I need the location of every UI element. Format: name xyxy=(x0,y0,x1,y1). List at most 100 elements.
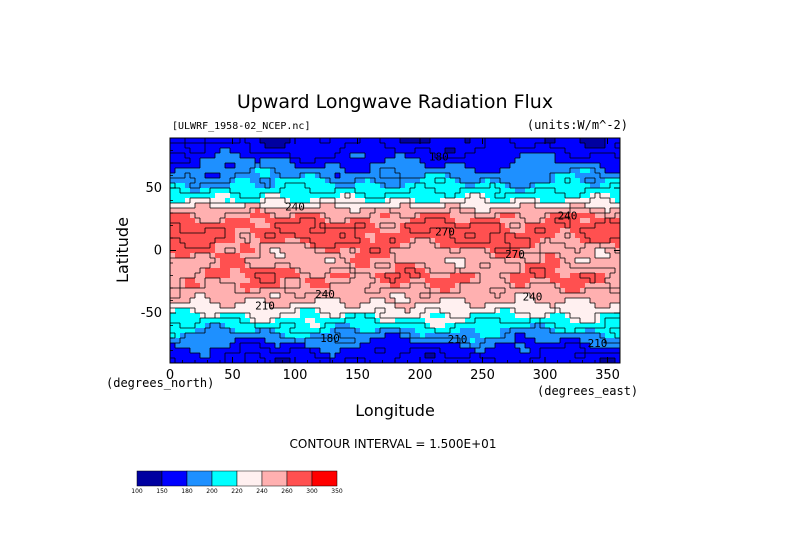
heatmap-cell xyxy=(375,173,381,179)
heatmap-cell xyxy=(170,193,176,199)
heatmap-cell xyxy=(570,313,576,319)
heatmap-cell xyxy=(230,163,236,169)
heatmap-cell xyxy=(400,198,406,204)
heatmap-cell xyxy=(290,303,296,309)
heatmap-cell xyxy=(425,218,431,224)
heatmap-cell xyxy=(225,238,231,244)
heatmap-cell xyxy=(485,333,491,339)
heatmap-cell xyxy=(385,293,391,299)
heatmap-cell xyxy=(505,308,511,314)
heatmap-cell xyxy=(555,203,561,209)
heatmap-cell xyxy=(395,208,401,214)
heatmap-cell xyxy=(540,353,546,359)
heatmap-cell xyxy=(460,288,466,294)
heatmap-cell xyxy=(500,198,506,204)
heatmap-cell xyxy=(570,353,576,359)
heatmap-cell xyxy=(455,228,461,234)
heatmap-cell xyxy=(285,183,291,189)
heatmap-cell xyxy=(325,153,331,159)
heatmap-cell xyxy=(175,238,181,244)
heatmap-cell xyxy=(470,288,476,294)
heatmap-cell xyxy=(180,318,186,324)
heatmap-cell xyxy=(335,348,341,354)
heatmap-cell xyxy=(270,278,276,284)
heatmap-cell xyxy=(235,158,241,164)
heatmap-cell xyxy=(375,258,381,264)
heatmap-cell xyxy=(590,298,596,304)
heatmap-cell xyxy=(595,148,601,154)
heatmap-cell xyxy=(510,143,516,149)
heatmap-cell xyxy=(240,183,246,189)
heatmap-cell xyxy=(180,298,186,304)
heatmap-cell xyxy=(480,298,486,304)
heatmap-cell xyxy=(305,313,311,319)
heatmap-cell xyxy=(470,163,476,169)
heatmap-cell xyxy=(255,138,261,144)
heatmap-cell xyxy=(215,328,221,334)
heatmap-cell xyxy=(260,203,266,209)
heatmap-cell xyxy=(530,193,536,199)
heatmap-cell xyxy=(455,138,461,144)
heatmap-cell xyxy=(505,153,511,159)
heatmap-cell xyxy=(370,143,376,149)
heatmap-cell xyxy=(240,263,246,269)
heatmap-cell xyxy=(555,208,561,214)
heatmap-cell xyxy=(240,208,246,214)
heatmap-cell xyxy=(350,333,356,339)
heatmap-cell xyxy=(610,188,616,194)
heatmap-cell xyxy=(600,178,606,184)
heatmap-cell xyxy=(470,148,476,154)
heatmap-cell xyxy=(200,198,206,204)
heatmap-cell xyxy=(265,228,271,234)
heatmap-cell xyxy=(455,213,461,219)
heatmap-cell xyxy=(275,208,281,214)
heatmap-cell xyxy=(345,258,351,264)
heatmap-cell xyxy=(290,283,296,289)
heatmap-cell xyxy=(535,278,541,284)
heatmap-cell xyxy=(325,183,331,189)
heatmap-cell xyxy=(605,208,611,214)
heatmap-cell xyxy=(230,213,236,219)
heatmap-cell xyxy=(525,288,531,294)
heatmap-cell xyxy=(595,333,601,339)
heatmap-cell xyxy=(365,158,371,164)
heatmap-cell xyxy=(505,298,511,304)
heatmap-cell xyxy=(395,273,401,279)
heatmap-cell xyxy=(500,283,506,289)
heatmap-cell xyxy=(550,233,556,239)
heatmap-cell xyxy=(330,153,336,159)
heatmap-cell xyxy=(370,273,376,279)
heatmap-cell xyxy=(575,208,581,214)
heatmap-cell xyxy=(575,343,581,349)
heatmap-cell xyxy=(575,268,581,274)
heatmap-cell xyxy=(595,308,601,314)
heatmap-cell xyxy=(290,318,296,324)
heatmap-cell xyxy=(350,163,356,169)
heatmap-cell xyxy=(460,258,466,264)
heatmap-cell xyxy=(245,298,251,304)
heatmap-cell xyxy=(255,183,261,189)
heatmap-cell xyxy=(325,333,331,339)
heatmap-cell xyxy=(395,333,401,339)
heatmap-cell xyxy=(460,283,466,289)
heatmap-cell xyxy=(395,338,401,344)
heatmap-cell xyxy=(335,268,341,274)
heatmap-cell xyxy=(540,208,546,214)
heatmap-cell xyxy=(255,213,261,219)
heatmap-cell xyxy=(365,323,371,329)
heatmap-cell xyxy=(605,143,611,149)
heatmap-cell xyxy=(560,168,566,174)
heatmap-cell xyxy=(280,188,286,194)
heatmap-cell xyxy=(385,198,391,204)
heatmap-cell xyxy=(450,323,456,329)
heatmap-cell xyxy=(555,213,561,219)
heatmap-cell xyxy=(245,283,251,289)
heatmap-cell xyxy=(410,223,416,229)
heatmap-cell xyxy=(390,263,396,269)
heatmap-cell xyxy=(465,263,471,269)
heatmap-cell xyxy=(475,293,481,299)
heatmap-cell xyxy=(540,263,546,269)
heatmap-cell xyxy=(465,283,471,289)
heatmap-cell xyxy=(515,228,521,234)
heatmap-cell xyxy=(245,228,251,234)
